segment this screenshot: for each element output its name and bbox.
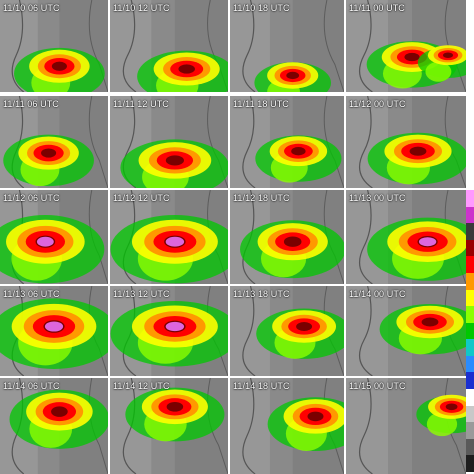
panel-timestamp: 11/13 00 UTC — [349, 193, 406, 203]
panel-timestamp: 11/10 06 UTC — [3, 3, 60, 13]
panel-timestamp: 11/14 00 UTC — [349, 289, 406, 299]
colorbar-segment — [466, 339, 474, 357]
panel-timestamp: 11/12 18 UTC — [233, 193, 290, 203]
satellite-panel: 11/13 06 UTC — [0, 286, 108, 376]
colorbar-segment — [466, 389, 474, 407]
storm-cloud — [416, 394, 466, 437]
colorbar-segment — [466, 306, 474, 324]
satellite-panel: 11/10 18 UTC — [230, 0, 344, 92]
storm-cloud — [110, 215, 228, 284]
satellite-image — [110, 96, 228, 188]
satellite-image — [0, 96, 108, 188]
satellite-image — [230, 378, 344, 474]
panel-timestamp: 11/13 06 UTC — [3, 289, 60, 299]
colorbar-segment — [466, 322, 474, 340]
colorbar-segment — [466, 256, 474, 274]
satellite-panel: 11/11 12 UTC — [110, 96, 228, 188]
satellite-image — [346, 286, 466, 376]
satellite-image — [230, 0, 344, 92]
satellite-image — [110, 378, 228, 474]
panel-timestamp: 11/14 12 UTC — [113, 381, 170, 391]
panel-timestamp: 11/12 12 UTC — [113, 193, 170, 203]
storm-cloud — [0, 298, 108, 369]
satellite-panel: 11/12 12 UTC — [110, 190, 228, 284]
panel-timestamp: 11/15 00 UTC — [349, 381, 406, 391]
colorbar-segment — [466, 206, 474, 224]
satellite-panel: 11/15 00 UTC — [346, 378, 466, 474]
panel-timestamp: 11/10 12 UTC — [113, 3, 170, 13]
satellite-panel: 11/14 00 UTC — [346, 286, 466, 376]
satellite-image — [230, 190, 344, 284]
colorbar-segment — [466, 223, 474, 241]
panel-timestamp: 11/12 00 UTC — [349, 99, 406, 109]
storm-cloud — [110, 300, 228, 367]
satellite-panel: 11/14 06 UTC — [0, 378, 108, 474]
satellite-panel: 11/11 06 UTC — [0, 96, 108, 188]
storm-cloud — [14, 47, 105, 92]
panel-timestamp: 11/11 12 UTC — [113, 99, 169, 109]
satellite-panel: 11/12 00 UTC — [346, 96, 466, 188]
storm-cloud — [125, 387, 225, 442]
satellite-image — [110, 190, 228, 284]
storm-cloud — [417, 45, 466, 82]
satellite-image — [346, 190, 466, 284]
satellite-panel: 11/12 18 UTC — [230, 190, 344, 284]
satellite-panel: 11/11 00 UTC — [346, 0, 466, 92]
storm-cloud — [137, 50, 228, 92]
colorbar-segment — [466, 272, 474, 291]
panel-timestamp: 11/11 06 UTC — [3, 99, 59, 109]
satellite-image — [0, 190, 108, 284]
satellite-panel: 11/14 12 UTC — [110, 378, 228, 474]
storm-cloud — [3, 134, 94, 187]
satellite-image — [110, 286, 228, 376]
storm-cloud — [367, 217, 466, 281]
satellite-image — [230, 286, 344, 376]
storm-cloud — [256, 308, 344, 359]
satellite-panel: 11/13 00 UTC — [346, 190, 466, 284]
panel-timestamp: 11/13 12 UTC — [113, 289, 170, 299]
satellite-image — [110, 0, 228, 92]
satellite-panel: 11/14 18 UTC — [230, 378, 344, 474]
satellite-image — [0, 0, 108, 92]
colorbar-segment — [466, 438, 474, 456]
storm-cloud — [367, 132, 466, 185]
storm-cloud — [254, 62, 331, 92]
satellite-image — [0, 378, 108, 474]
satellite-panel: 11/11 18 UTC — [230, 96, 344, 188]
panel-timestamp: 11/14 18 UTC — [233, 381, 290, 391]
panel-timestamp: 11/13 18 UTC — [233, 289, 290, 299]
panel-timestamp: 11/14 06 UTC — [3, 381, 60, 391]
colorbar-segment — [466, 455, 474, 473]
satellite-image — [346, 378, 466, 474]
colorbar-segment — [466, 405, 474, 423]
storm-cloud — [255, 135, 342, 183]
colorbar-segment — [466, 190, 474, 208]
storm-cloud — [379, 304, 466, 355]
storm-cloud — [267, 397, 344, 451]
storm-cloud — [240, 220, 344, 279]
colorbar-segment — [466, 239, 474, 257]
satellite-panel: 11/13 12 UTC — [110, 286, 228, 376]
colorbar-segment — [466, 355, 474, 373]
storm-cloud — [120, 139, 228, 188]
colorbar — [466, 190, 474, 473]
satellite-image — [346, 0, 466, 92]
satellite-image — [230, 96, 344, 188]
panel-timestamp: 11/11 00 UTC — [349, 3, 405, 13]
storm-cloud — [0, 215, 105, 284]
panel-timestamp: 11/12 06 UTC — [3, 193, 60, 203]
satellite-panel: 11/10 12 UTC — [110, 0, 228, 92]
storm-cloud — [9, 389, 108, 449]
panel-timestamp: 11/11 18 UTC — [233, 99, 289, 109]
colorbar-segment — [466, 372, 474, 390]
satellite-image — [346, 96, 466, 188]
colorbar-segment — [466, 289, 474, 307]
colorbar-segment — [466, 422, 474, 440]
satellite-panel: 11/10 06 UTC — [0, 0, 108, 92]
panel-timestamp: 11/10 18 UTC — [233, 3, 290, 13]
satellite-panel: 11/13 18 UTC — [230, 286, 344, 376]
satellite-panel: 11/12 06 UTC — [0, 190, 108, 284]
satellite-image — [0, 286, 108, 376]
